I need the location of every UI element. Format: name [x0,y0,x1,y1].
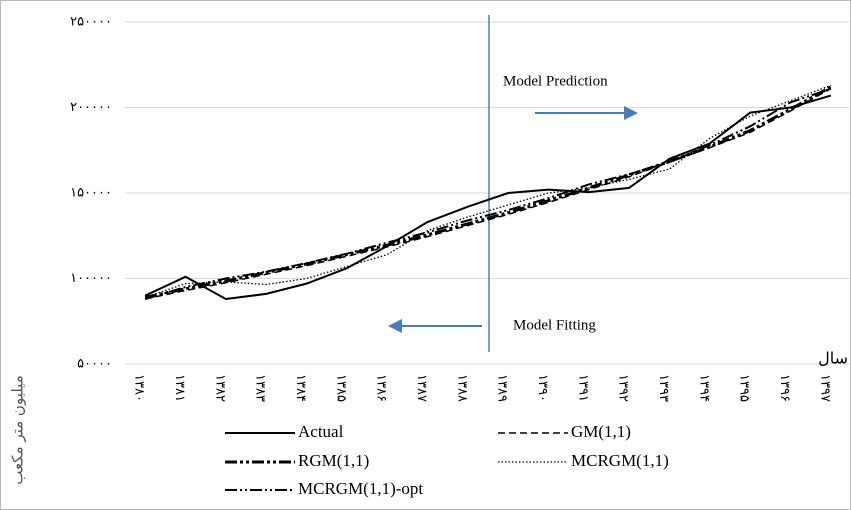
x-tick-label: ۱۳۸۵ [333,374,348,402]
x-tick-label: ۱۳۸۲ [212,374,227,402]
y-tick-label: ۱۵۰۰۰۰ [70,186,112,201]
legend-label: MCRGM(1,1) [571,451,669,470]
y-tick-label: ۵۰۰۰۰ [77,357,112,372]
y-tick-label: ۲۰۰۰۰۰ [70,100,112,115]
arrow-head [624,106,638,120]
series-line [144,87,832,300]
x-tick-label: ۱۳۸۸ [454,374,469,402]
y-tick-label: ۲۵۰۰۰۰ [70,15,112,30]
x-tick-label: ۱۳۹۳ [656,374,671,402]
x-tick-label: ۱۳۸۴ [293,374,308,402]
x-tick-label: ۱۳۸۰ [132,374,147,402]
x-axis-label: سال [818,349,848,368]
legend-label: GM(1,1) [571,422,631,441]
annotation: Model Prediction [503,73,608,89]
x-tick-label: ۱۳۹۶ [777,374,792,402]
x-tick-label: ۱۳۸۱ [172,374,187,402]
legend-label: RGM(1,1) [298,451,369,470]
x-tick-label: ۱۳۸۶ [374,374,389,402]
x-tick-label: ۱۳۹۰ [535,374,550,402]
x-tick-label: ۱۳۸۳ [253,374,268,402]
series-line [144,84,832,298]
x-tick-label: ۱۳۸۷ [414,374,429,402]
x-tick-label: ۱۳۹۷ [817,374,832,402]
x-tick-label: ۱۳۹۴ [696,374,711,402]
legend-label: Actual [298,422,344,441]
x-tick-label: ۱۳۸۹ [495,374,510,402]
y-axis-label: میلیون متر مکعب [9,375,27,484]
annotation: Model Fitting [513,317,596,333]
legend-label: MCRGM(1,1)-opt [298,479,423,498]
series-line [145,88,832,300]
series-line [144,94,832,301]
arrow-head [388,319,402,333]
x-tick-label: ۱۳۹۵ [737,374,752,402]
series-line [144,85,832,299]
x-tick-label: ۱۳۹۲ [616,374,631,402]
x-tick-label: ۱۳۹۱ [575,374,590,402]
y-tick-label: ۱۰۰۰۰۰ [70,271,112,286]
